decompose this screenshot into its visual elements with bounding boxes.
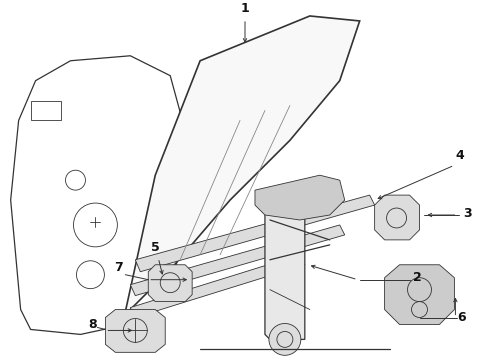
Polygon shape	[105, 310, 165, 352]
Bar	[30, 100, 61, 121]
Polygon shape	[135, 195, 375, 272]
Text: 5: 5	[151, 241, 160, 255]
Polygon shape	[375, 195, 419, 240]
Text: 2: 2	[413, 271, 422, 284]
Text: 3: 3	[463, 207, 472, 220]
Polygon shape	[265, 195, 305, 339]
Circle shape	[269, 324, 301, 355]
Text: 6: 6	[457, 311, 465, 324]
Polygon shape	[385, 265, 454, 324]
Polygon shape	[121, 16, 360, 334]
Polygon shape	[255, 175, 345, 220]
Polygon shape	[130, 255, 305, 318]
Polygon shape	[130, 225, 345, 296]
Text: 4: 4	[455, 149, 464, 162]
Text: 7: 7	[114, 261, 122, 274]
Text: 1: 1	[241, 3, 249, 15]
Text: 8: 8	[88, 318, 97, 331]
Polygon shape	[148, 265, 192, 302]
